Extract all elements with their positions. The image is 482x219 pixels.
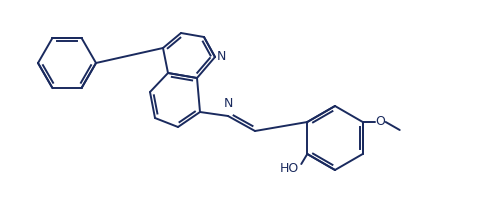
Text: HO: HO: [280, 161, 299, 175]
Text: N: N: [223, 97, 233, 110]
Text: N: N: [217, 49, 227, 62]
Text: O: O: [375, 115, 386, 129]
